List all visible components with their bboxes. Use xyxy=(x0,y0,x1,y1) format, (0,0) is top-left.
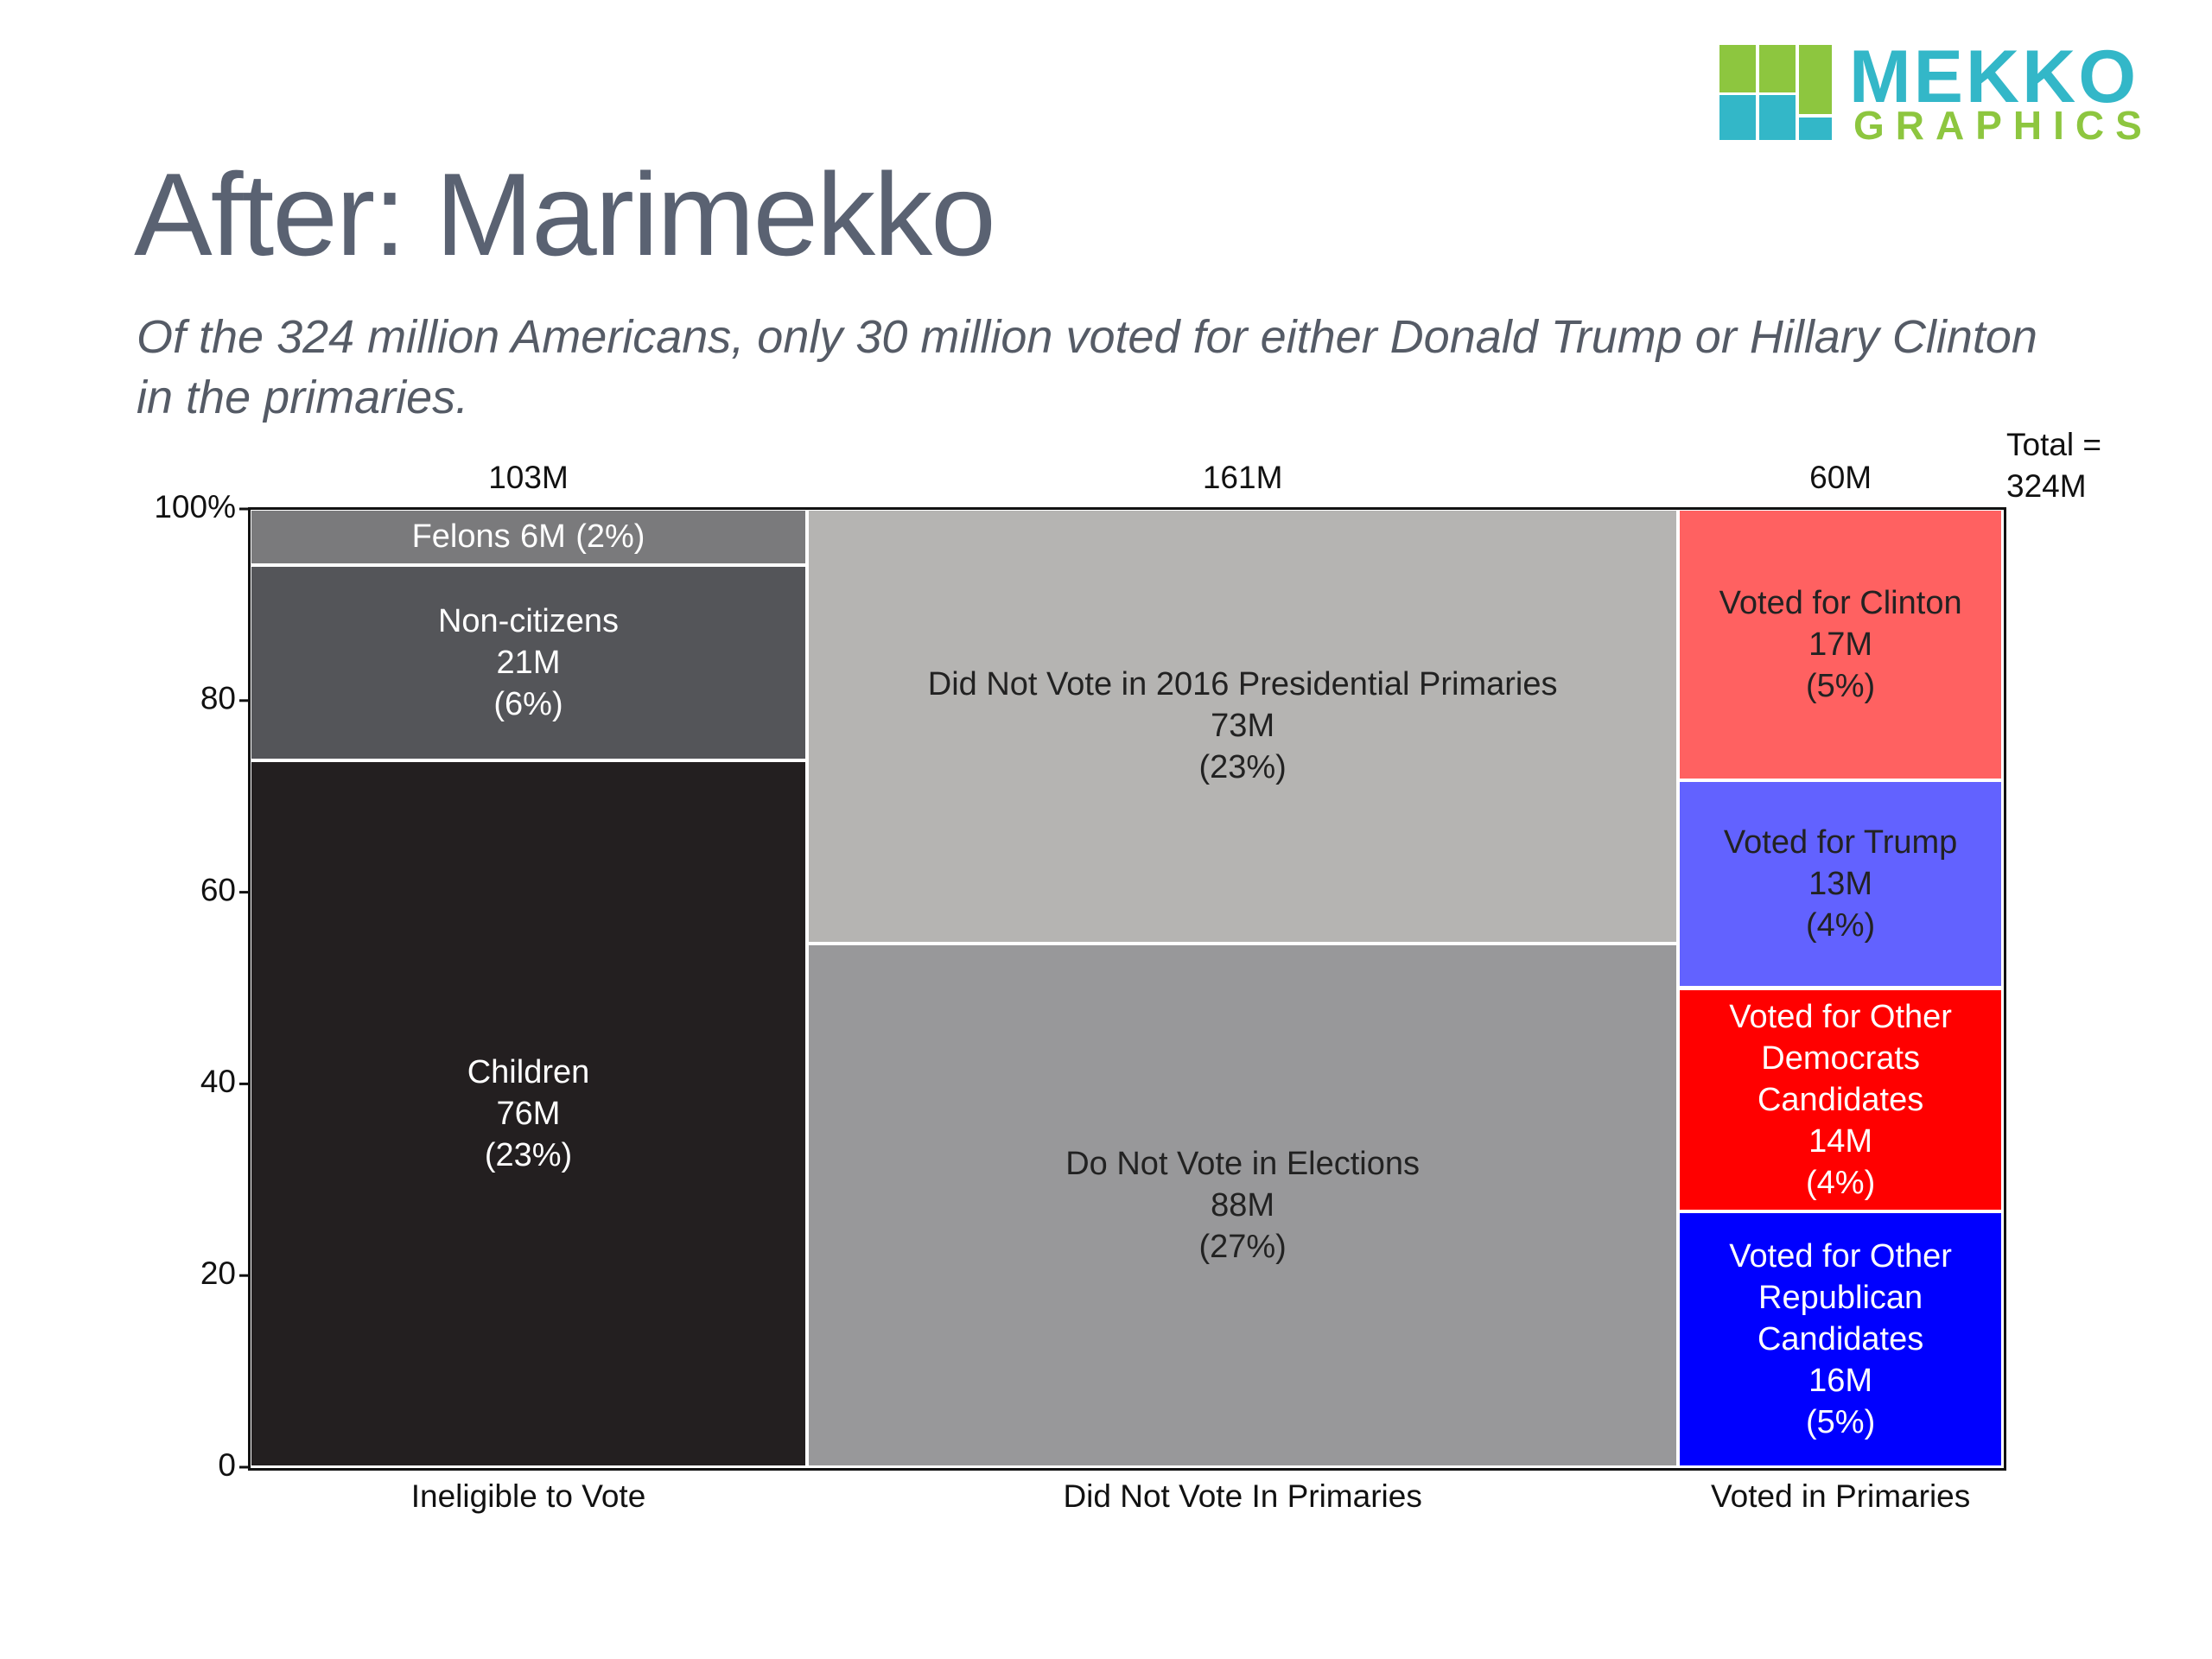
segment-value: 14M xyxy=(1808,1122,1873,1160)
segment: Felons 6M (2%) xyxy=(250,509,808,565)
segment-name: Felons xyxy=(411,518,511,556)
segment: Voted for Other Democrats Candidates 14M (… xyxy=(1678,988,2003,1212)
x-tick-label: Did Not Vote In Primaries xyxy=(1063,1478,1421,1514)
y-tick-label: 20 xyxy=(200,1255,236,1291)
segment-share: (2%) xyxy=(575,518,645,556)
segment-name: Non-citizens xyxy=(437,602,620,639)
segment-label: Voted for Trump 13M (4%) xyxy=(1715,822,1966,946)
column-width-label: 103M xyxy=(488,460,569,495)
segment-share: (4%) xyxy=(1805,907,1876,944)
segment-label: Did Not Vote in 2016 Presidential Primar… xyxy=(919,664,1567,788)
segment-label: Voted for Other Democrats Candidates 14M (… xyxy=(1680,996,2001,1204)
segment-label: Do Not Vote in Elections 88M (27%) xyxy=(1057,1143,1428,1268)
segment: Voted for Clinton 17M (5%) xyxy=(1678,509,2003,781)
chart-subtitle: Of the 324 million Americans, only 30 mi… xyxy=(137,311,2037,423)
logo-block xyxy=(1759,45,1796,92)
segment-value: 21M xyxy=(496,644,561,681)
y-tick-label: 80 xyxy=(200,681,236,716)
segment-label: Voted for Clinton 17M (5%) xyxy=(1711,582,1971,707)
segment-name: Voted for Trump xyxy=(1723,824,1958,861)
segment-value: 13M xyxy=(1808,866,1873,903)
y-tick-label: 60 xyxy=(200,872,236,907)
logo-block xyxy=(1719,95,1756,140)
segment: Do Not Vote in Elections 88M (27%) xyxy=(807,943,1679,1467)
segment-share: (5%) xyxy=(1806,1404,1876,1441)
segment-value: 73M xyxy=(1211,708,1275,745)
segment-label: Felons 6M (2%) xyxy=(404,516,654,557)
column-width-label: 161M xyxy=(1203,460,1283,495)
segment: Non-citizens 21M (6%) xyxy=(250,564,808,760)
segment: Voted for Trump 13M (4%) xyxy=(1678,780,2003,988)
segment: Children 76M (23%) xyxy=(250,760,808,1467)
segment-label: Non-citizens 21M (6%) xyxy=(429,601,627,725)
segment-share: (4%) xyxy=(1806,1164,1876,1201)
y-tick-label: 0 xyxy=(218,1447,236,1483)
segment-value: 88M xyxy=(1211,1186,1275,1224)
logo-block xyxy=(1799,45,1832,114)
total-label: Total = xyxy=(2006,427,2101,462)
logo-text: GRAPHICS xyxy=(1853,103,2153,148)
segment: Did Not Vote in 2016 Presidential Primar… xyxy=(807,509,1679,944)
segment-value: 76M xyxy=(496,1095,561,1132)
logo-block xyxy=(1759,95,1796,140)
segment-value: 6M xyxy=(520,518,566,556)
segment-label: Voted for Other Republican Candidates 16M… xyxy=(1680,1236,2001,1443)
segment-share: (27%) xyxy=(1198,1228,1287,1265)
chart-title: After: Marimekko xyxy=(134,149,996,280)
segment-name: Voted for Clinton xyxy=(1719,585,1962,622)
total-value: 324M xyxy=(2006,468,2087,504)
segment-label: Children 76M (23%) xyxy=(459,1052,599,1176)
segment-name: Do Not Vote in Elections xyxy=(1065,1145,1421,1182)
logo-block xyxy=(1719,45,1756,92)
segment-name: Did Not Vote in 2016 Presidential Primar… xyxy=(927,666,1558,703)
segment-name: Children xyxy=(467,1053,590,1090)
segment-value: 17M xyxy=(1808,626,1873,664)
y-tick-label: 100% xyxy=(154,489,236,524)
x-tick-label: Ineligible to Vote xyxy=(411,1478,646,1514)
segment-share: (23%) xyxy=(1198,749,1287,786)
y-tick-label: 40 xyxy=(200,1064,236,1099)
segment-share: (5%) xyxy=(1805,668,1876,705)
segment: Voted for Other Republican Candidates 16M… xyxy=(1678,1211,2003,1467)
segment-share: (23%) xyxy=(484,1136,573,1173)
x-tick-label: Voted in Primaries xyxy=(1711,1478,1970,1514)
segment-share: (6%) xyxy=(493,685,563,722)
segment-name: Voted for Other Democrats Candidates xyxy=(1729,998,1952,1118)
segment-name: Voted for Other Republican Candidates xyxy=(1729,1238,1952,1358)
segment-value: 16M xyxy=(1808,1363,1873,1400)
logo-text: MEKKO xyxy=(1849,35,2139,118)
logo-block xyxy=(1799,118,1832,140)
column-width-label: 60M xyxy=(1809,460,1872,495)
